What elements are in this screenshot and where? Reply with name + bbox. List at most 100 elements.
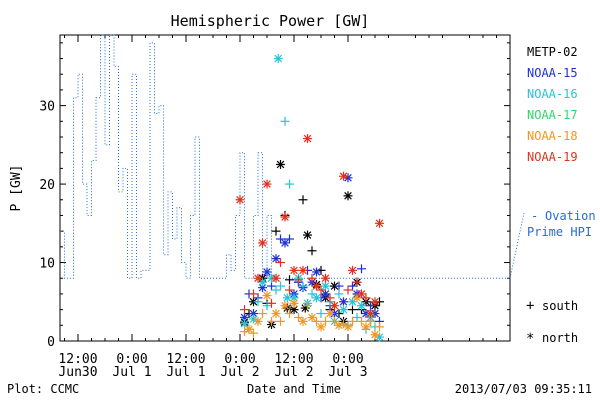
marker-noaa-15-south xyxy=(357,264,366,274)
marker-noaa-19-south xyxy=(307,273,317,283)
marker-noaa-16-south xyxy=(271,285,281,295)
marker-noaa-15-south xyxy=(285,234,294,244)
marker-stroke xyxy=(263,268,271,276)
marker-stroke xyxy=(366,309,375,318)
marker-stroke xyxy=(240,319,249,328)
marker-stroke xyxy=(263,291,271,300)
marker-noaa-19-north xyxy=(339,171,348,181)
marker-noaa-18-south xyxy=(258,309,267,319)
ovation-legend-line2: Prime HPI xyxy=(527,225,592,239)
marker-noaa-18-north xyxy=(289,298,299,308)
marker-noaa-19-north xyxy=(289,265,299,275)
marker-stroke xyxy=(281,213,289,221)
marker-stroke xyxy=(321,290,330,298)
marker-noaa-19-south xyxy=(325,293,335,303)
marker-noaa-18-north xyxy=(370,330,380,340)
marker-metp-02-north xyxy=(343,191,353,201)
marker-noaa-19-north xyxy=(321,273,330,283)
marker-metp-02-north xyxy=(303,230,312,240)
marker-stroke xyxy=(339,305,348,314)
marker-noaa-16-north xyxy=(321,281,330,291)
marker-stroke xyxy=(258,278,267,286)
x-tick-date: Jul 3 xyxy=(328,365,367,380)
marker-noaa-15-south xyxy=(276,234,285,244)
marker-noaa-15-north xyxy=(312,267,321,277)
marker-noaa-16-south xyxy=(316,309,326,319)
marker-stroke xyxy=(249,309,258,318)
marker-stroke xyxy=(321,282,330,290)
marker-noaa-19-north xyxy=(258,238,267,248)
marker-noaa-15-south xyxy=(348,281,357,291)
legend-item-noaa-17: NOAA-17 xyxy=(527,108,578,122)
marker-stroke xyxy=(276,160,285,169)
x-tick-date: Jul 1 xyxy=(112,365,151,380)
marker-stroke xyxy=(236,195,244,204)
marker-noaa-18-north xyxy=(253,316,263,326)
marker-stroke xyxy=(299,266,307,275)
marker-metp-02-south xyxy=(348,305,357,315)
north-legend-label: north xyxy=(542,331,578,345)
marker-noaa-19-south xyxy=(294,275,303,285)
marker-noaa-16-south xyxy=(307,289,317,299)
marker-stroke xyxy=(272,309,280,318)
marker-stroke xyxy=(240,313,249,322)
marker-stroke xyxy=(308,313,316,322)
y-axis: 0 10 20 30 xyxy=(39,42,510,350)
legend: METP-02 NOAA-15 NOAA-16 NOAA-17 NOAA-18 NOAA-… xyxy=(509,45,578,279)
marker-noaa-16-south xyxy=(298,281,308,291)
marker-stroke xyxy=(254,317,262,326)
marker-noaa-18-north xyxy=(361,322,371,332)
ovation-legend-line1: Ovation xyxy=(545,209,596,223)
ovation-legend-dash: - xyxy=(531,209,538,223)
marker-noaa-16-north xyxy=(339,305,348,315)
marker-noaa-18-south xyxy=(375,322,384,332)
marker-stroke xyxy=(303,231,312,239)
marker-stroke xyxy=(371,330,379,339)
x-tick-label: 0:00 xyxy=(224,352,255,367)
marker-noaa-15-north xyxy=(258,283,267,293)
marker-noaa-16-south xyxy=(352,312,362,322)
marker-noaa-18-north xyxy=(343,322,353,332)
plot-frame xyxy=(59,34,511,342)
marker-noaa-18-north xyxy=(271,309,281,319)
marker-noaa-18-north xyxy=(307,312,317,322)
marker-noaa-18-north xyxy=(262,290,272,300)
marker-noaa-18-south xyxy=(357,316,366,326)
marker-stroke xyxy=(290,266,298,275)
marker-stroke xyxy=(272,274,280,283)
marker-noaa-19-north xyxy=(253,273,263,283)
marker-metp-02-south xyxy=(271,226,281,236)
satellite-points xyxy=(235,54,384,342)
marker-noaa-18-south xyxy=(312,316,321,326)
x-tick-label: 0:00 xyxy=(332,352,363,367)
marker-noaa-19-south xyxy=(361,293,371,303)
marker-stroke xyxy=(258,239,267,247)
marker-noaa-16-north xyxy=(312,293,321,303)
marker-noaa-18-south xyxy=(267,316,276,326)
marker-noaa-16-south xyxy=(280,116,290,126)
y-tick-label: 10 xyxy=(39,257,55,272)
marker-noaa-16-south xyxy=(276,281,285,291)
marker-noaa-15-north xyxy=(339,297,348,307)
marker-noaa-19-north xyxy=(330,301,339,311)
marker-stroke xyxy=(249,315,258,323)
y-axis-title: P [GW] xyxy=(9,165,24,212)
x-axis-title: Date and Time xyxy=(247,382,341,396)
legend-item-metp-02: METP-02 xyxy=(527,45,578,59)
marker-noaa-16-north xyxy=(240,319,249,329)
marker-noaa-19-north xyxy=(262,179,272,189)
x-tick-label: 0:00 xyxy=(116,352,147,367)
marker-noaa-18-north xyxy=(316,322,326,332)
marker-stroke xyxy=(299,317,307,326)
legend-item-noaa-18: NOAA-18 xyxy=(527,129,578,143)
marker-noaa-15-north xyxy=(280,238,290,248)
marker-noaa-18-south xyxy=(285,309,294,319)
marker-noaa-19-south xyxy=(352,277,362,287)
marker-noaa-15-north xyxy=(240,312,249,322)
marker-noaa-18-north xyxy=(334,320,344,330)
marker-noaa-16-south xyxy=(334,289,344,299)
marker-noaa-19-south xyxy=(240,305,249,315)
marker-noaa-19-north xyxy=(280,212,290,222)
